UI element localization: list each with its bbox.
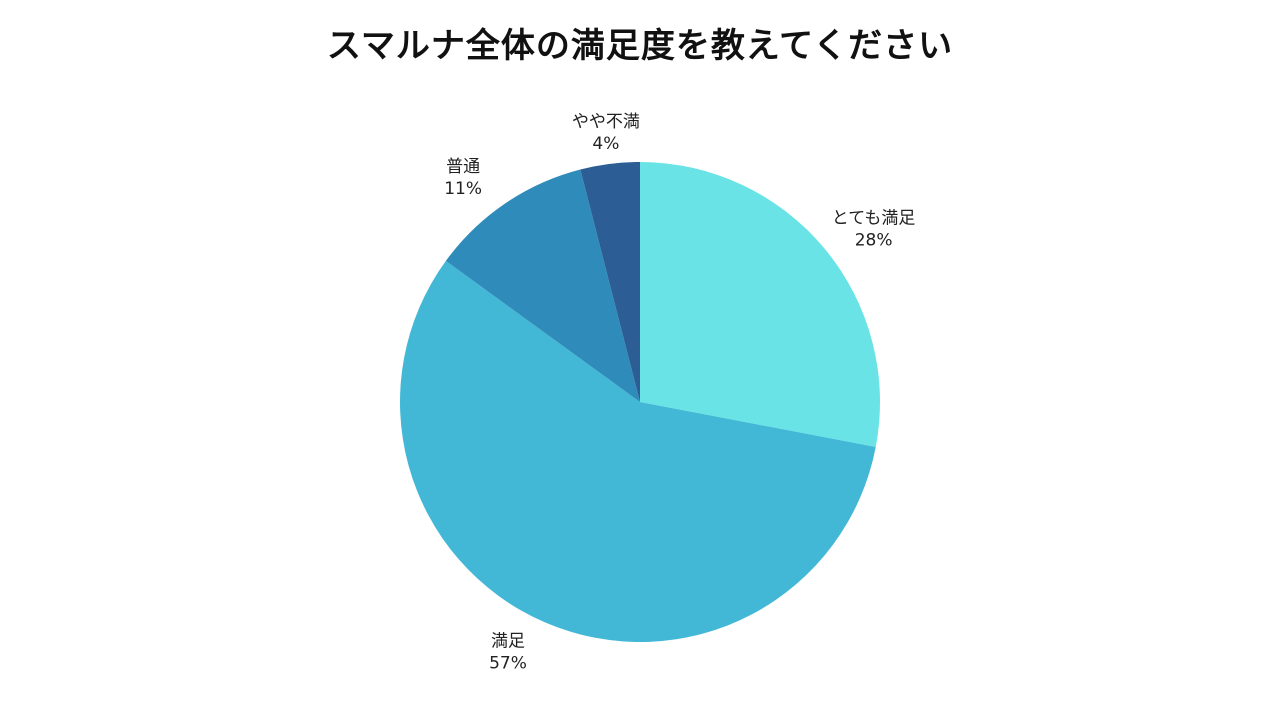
slice-percent-0: 28% xyxy=(855,231,893,251)
slice-category-2: 普通 xyxy=(446,157,480,177)
slice-percent-2: 11% xyxy=(444,179,482,199)
pie-slices xyxy=(400,162,881,643)
slice-label-0: とても満足 28% xyxy=(832,209,916,251)
slice-category-0: とても満足 xyxy=(832,209,916,229)
pie-labels: とても満足 28% 満足 57% 普通 11% やや不満 4% xyxy=(444,112,916,674)
pie-slice-1 xyxy=(400,260,876,643)
slice-category-1: 満足 xyxy=(491,632,525,652)
slice-percent-1: 57% xyxy=(489,654,527,674)
pie-slice-2 xyxy=(445,169,640,402)
slice-label-3: やや不満 4% xyxy=(572,112,640,154)
chart-title: スマルナ全体の満足度を教えてください xyxy=(326,26,954,66)
slice-label-1: 満足 57% xyxy=(489,632,527,674)
slice-label-2: 普通 11% xyxy=(444,157,482,199)
pie-slice-0 xyxy=(640,162,881,447)
pie-slice-3 xyxy=(580,162,640,402)
slice-category-3: やや不満 xyxy=(572,112,640,132)
slice-percent-3: 4% xyxy=(592,134,619,154)
